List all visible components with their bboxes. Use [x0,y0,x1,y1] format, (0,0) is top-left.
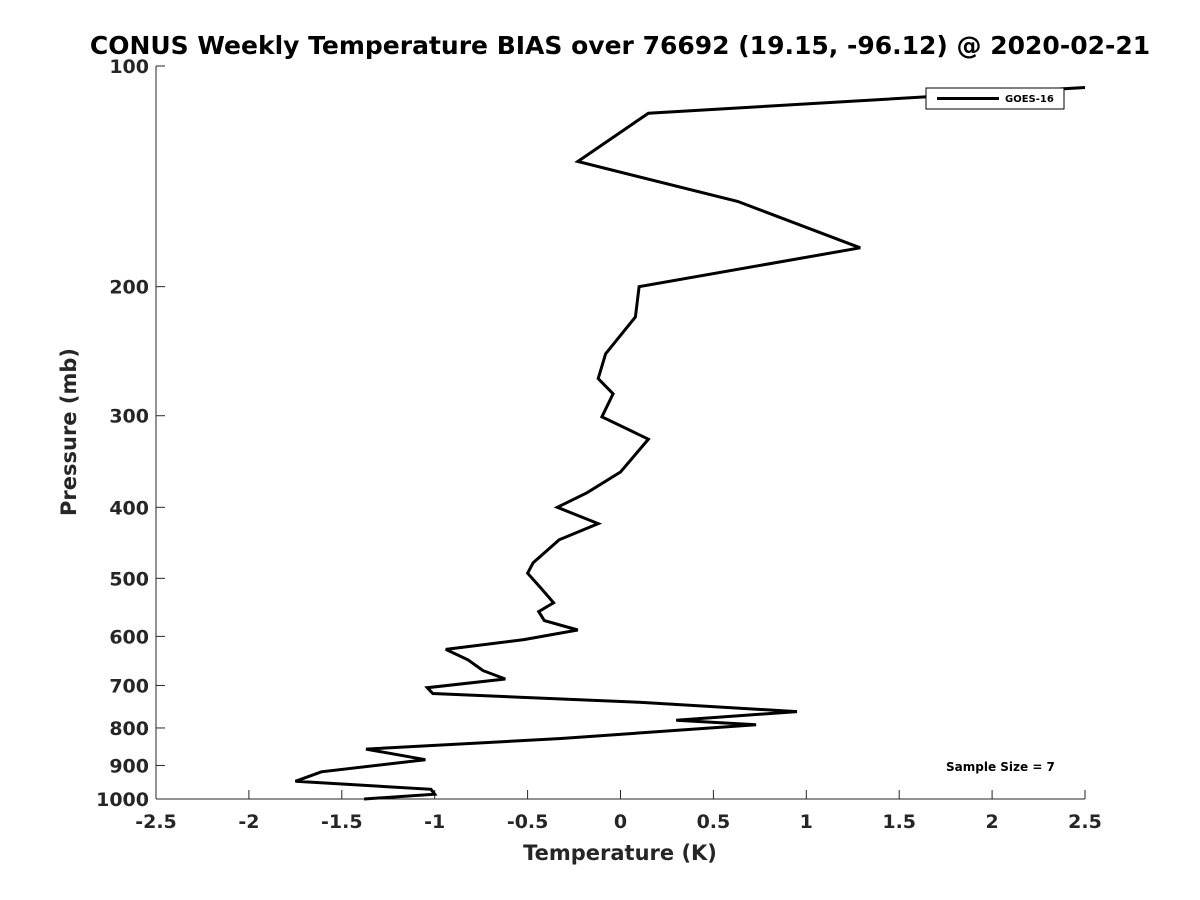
x-tick-label: 0 [614,811,627,833]
axes [155,66,1085,800]
y-tick-label: 800 [109,718,149,740]
y-axis-label: Pressure (mb) [57,348,81,516]
y-tick-label: 500 [109,568,149,590]
y-tick-label: 300 [109,406,149,428]
x-tick-label: -1 [424,811,445,833]
ticks: -2.5 -2 -1.5 -1 -0.5 0 0.5 1 1.5 2 2.5 100 200 300 400… [96,56,1102,833]
series-line-goes-16 [294,86,1086,801]
x-tick-label: 1 [800,811,813,833]
chart-title: CONUS Weekly Temperature BIAS over 76692… [90,31,1150,60]
y-tick-label: 700 [109,675,149,697]
x-tick-label: -2 [238,811,259,833]
y-tick-label: 100 [109,56,149,78]
x-tick-label: 2 [985,811,998,833]
x-tick-label: 1.5 [882,811,916,833]
y-tick-label: 400 [109,497,149,519]
y-tick-label: 600 [109,626,149,648]
y-tick-label: 900 [109,755,149,777]
x-tick-label: 2.5 [1068,811,1102,833]
x-tick-label: -0.5 [507,811,549,833]
x-tick-label: -1.5 [321,811,363,833]
legend: GOES-16 [925,87,1065,110]
x-tick-label: 0.5 [697,811,731,833]
legend-label-goes-16: GOES-16 [1005,94,1054,105]
y-tick-label: 1000 [96,789,149,811]
x-axis-label: Temperature (K) [523,841,717,865]
sample-size-annotation: Sample Size = 7 [946,760,1055,774]
y-tick-label: 200 [109,277,149,299]
series-group [294,86,1086,801]
x-tick-label: -2.5 [135,811,177,833]
